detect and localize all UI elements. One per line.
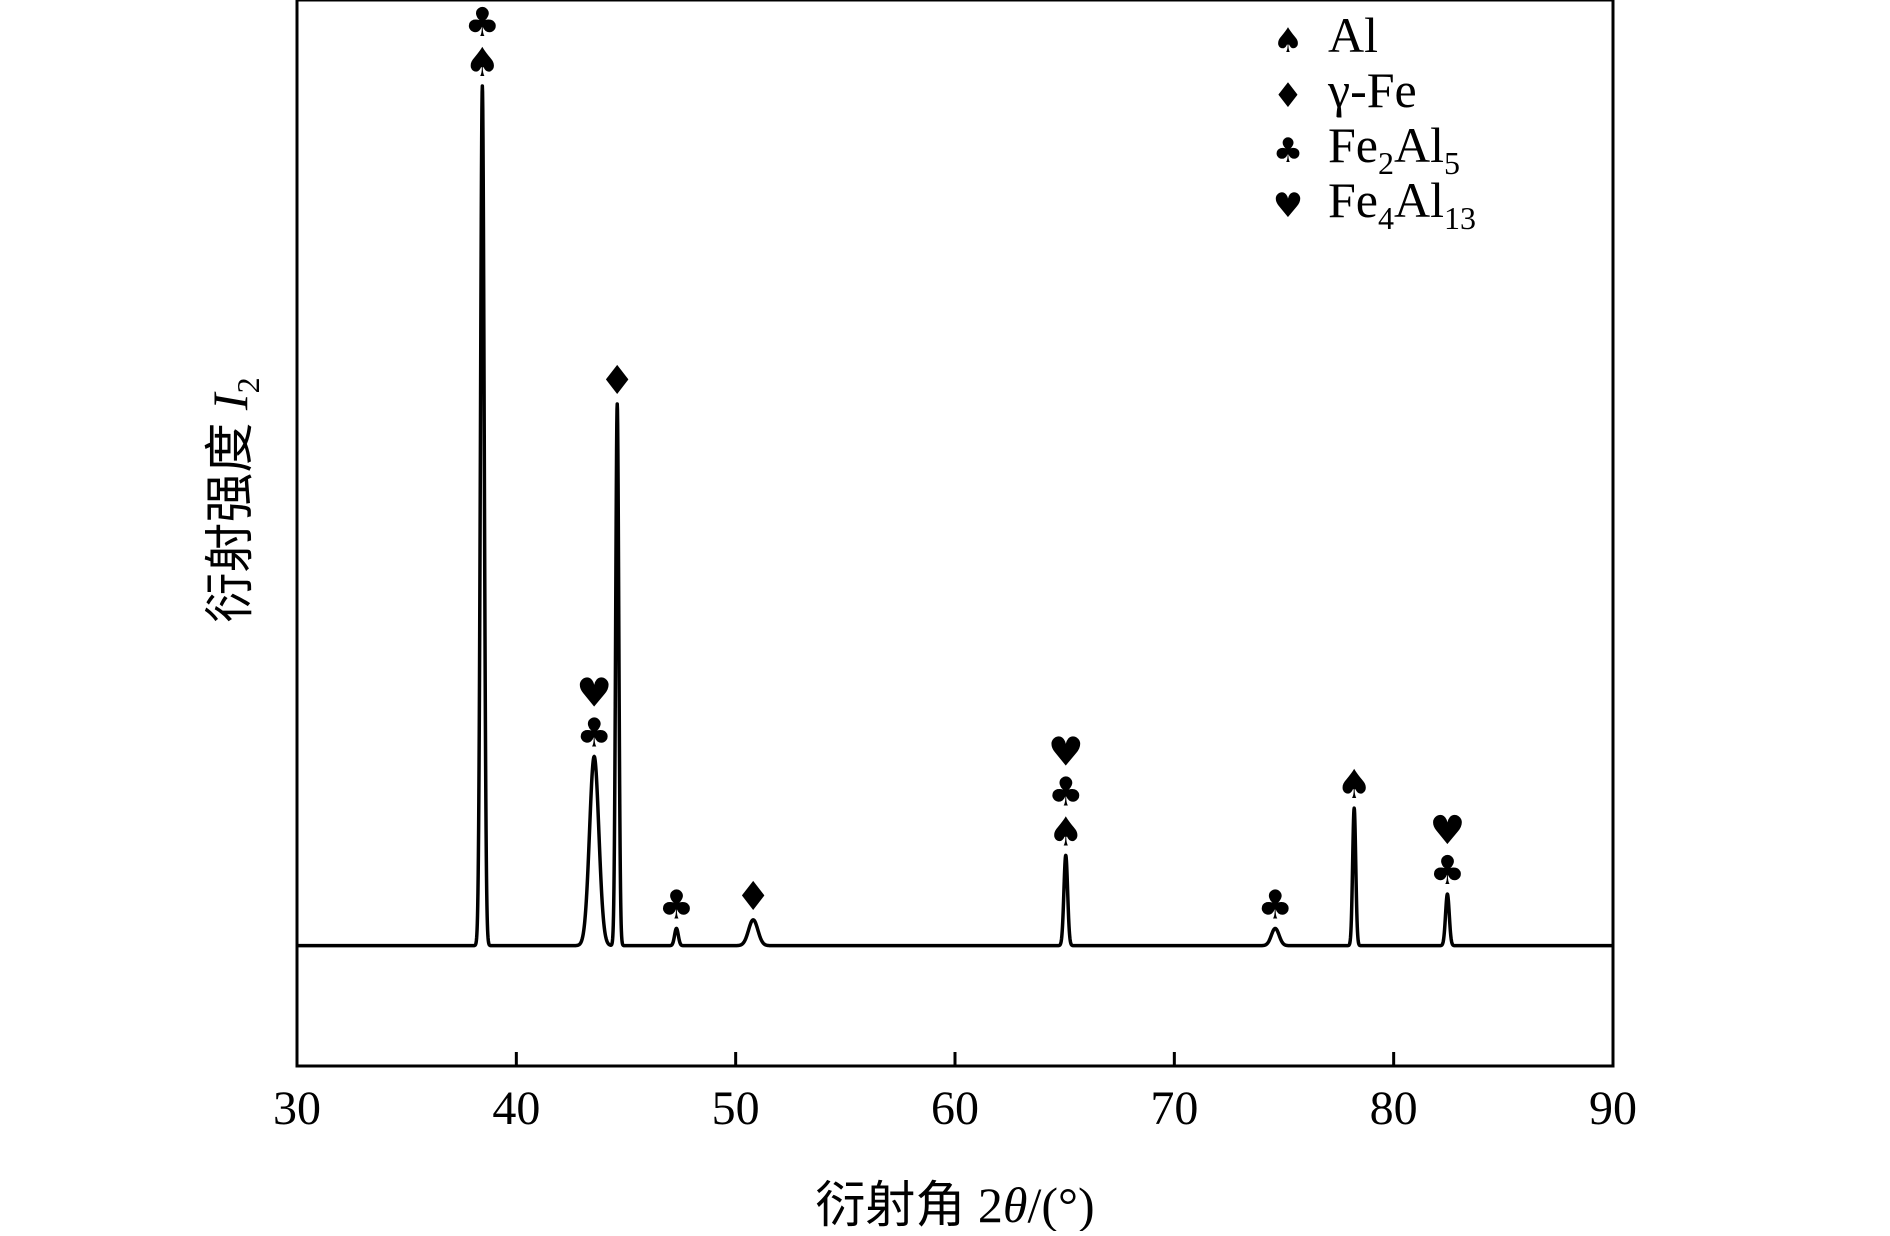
x-tick-label-60: 60 (931, 1082, 979, 1135)
y-axis-title-subscript: 2 (230, 377, 266, 393)
y-axis-title-symbol: I (202, 391, 258, 411)
legend-label-sub: 4 (1378, 200, 1394, 236)
peak-marker-1-1: ♥ (576, 671, 612, 717)
legend-label-2: Fe2Al5 (1328, 117, 1460, 181)
legend-label-part: Al (1394, 117, 1444, 173)
legend-symbol-1: ♦ (1273, 76, 1303, 116)
legend-label-sub: 5 (1444, 145, 1460, 181)
x-axis-title-symbol: θ (1003, 1177, 1028, 1231)
x-tick-label-70: 70 (1150, 1082, 1198, 1135)
legend-label-1: γ-Fe (1327, 62, 1417, 118)
legend-label-sub: 13 (1444, 200, 1476, 236)
legend-symbol-0: ♠ (1273, 21, 1303, 61)
x-axis-title: 衍射角 2θ/(°) (815, 1177, 1094, 1231)
peak-marker-1-0: ♣ (576, 711, 612, 757)
xrd-pattern-line (295, 84, 1615, 948)
x-ticks (514, 1052, 1396, 1066)
y-axis-title: 衍射强度 I2 (202, 377, 266, 622)
legend-item-1: ♦ γ-Fe (1273, 62, 1417, 118)
peak-marker-3-0: ♣ (659, 882, 695, 928)
legend-item-0: ♠ Al (1273, 7, 1378, 63)
x-axis-title-prefix: 衍射角 2 (815, 1177, 1003, 1231)
peak-marker-0-0: ♠ (464, 40, 500, 86)
x-tick-label-30: 30 (273, 1082, 321, 1135)
legend-label-0: Al (1328, 7, 1378, 63)
x-tick-label-40: 40 (492, 1082, 540, 1135)
legend-symbol-2: ♣ (1273, 131, 1303, 171)
peak-marker-5-0: ♠ (1048, 809, 1084, 855)
legend-symbol-3: ♥ (1273, 186, 1303, 226)
legend-label-part: γ-Fe (1327, 62, 1417, 118)
legend-label-sub: 2 (1378, 145, 1394, 181)
legend-label-part: Al (1394, 172, 1444, 228)
peak-marker-5-1: ♣ (1048, 769, 1084, 815)
x-tick-label-50: 50 (712, 1082, 760, 1135)
peak-marker-6-0: ♣ (1257, 882, 1293, 928)
y-axis-title-text: 衍射强度 (202, 410, 258, 623)
peak-marker-8-1: ♥ (1429, 808, 1465, 854)
peak-markers: ♠♣♣♥♦♣ ♦♠♣♥♣♠♣♥ (464, 0, 1465, 928)
peak-marker-4-0: ♦ (735, 874, 771, 920)
x-axis-title-suffix: /(°) (1027, 1177, 1094, 1231)
legend: ♠ Al♦ γ-Fe♣ Fe2Al5♥ Fe4Al13 (1273, 7, 1476, 236)
legend-item-2: ♣ Fe2Al5 (1273, 117, 1460, 181)
legend-label-3: Fe4Al13 (1328, 172, 1476, 236)
peak-marker-5-2: ♥ (1048, 729, 1084, 775)
x-tick-labels: 30 40 50 60 70 80 90 (273, 1082, 1637, 1135)
legend-label-part: Fe (1328, 172, 1378, 228)
peak-marker-8-0: ♣ (1429, 848, 1465, 894)
legend-item-3: ♥ Fe4Al13 (1273, 172, 1476, 236)
peak-marker-2-0: ♦ (599, 358, 635, 404)
peak-marker-7-0: ♠ (1336, 762, 1372, 808)
legend-label-part: Fe (1328, 117, 1378, 173)
x-tick-label-80: 80 (1370, 1082, 1418, 1135)
peak-marker-0-1: ♣ (464, 0, 500, 46)
x-tick-label-90: 90 (1589, 1082, 1637, 1135)
legend-label-part: Al (1328, 7, 1378, 63)
